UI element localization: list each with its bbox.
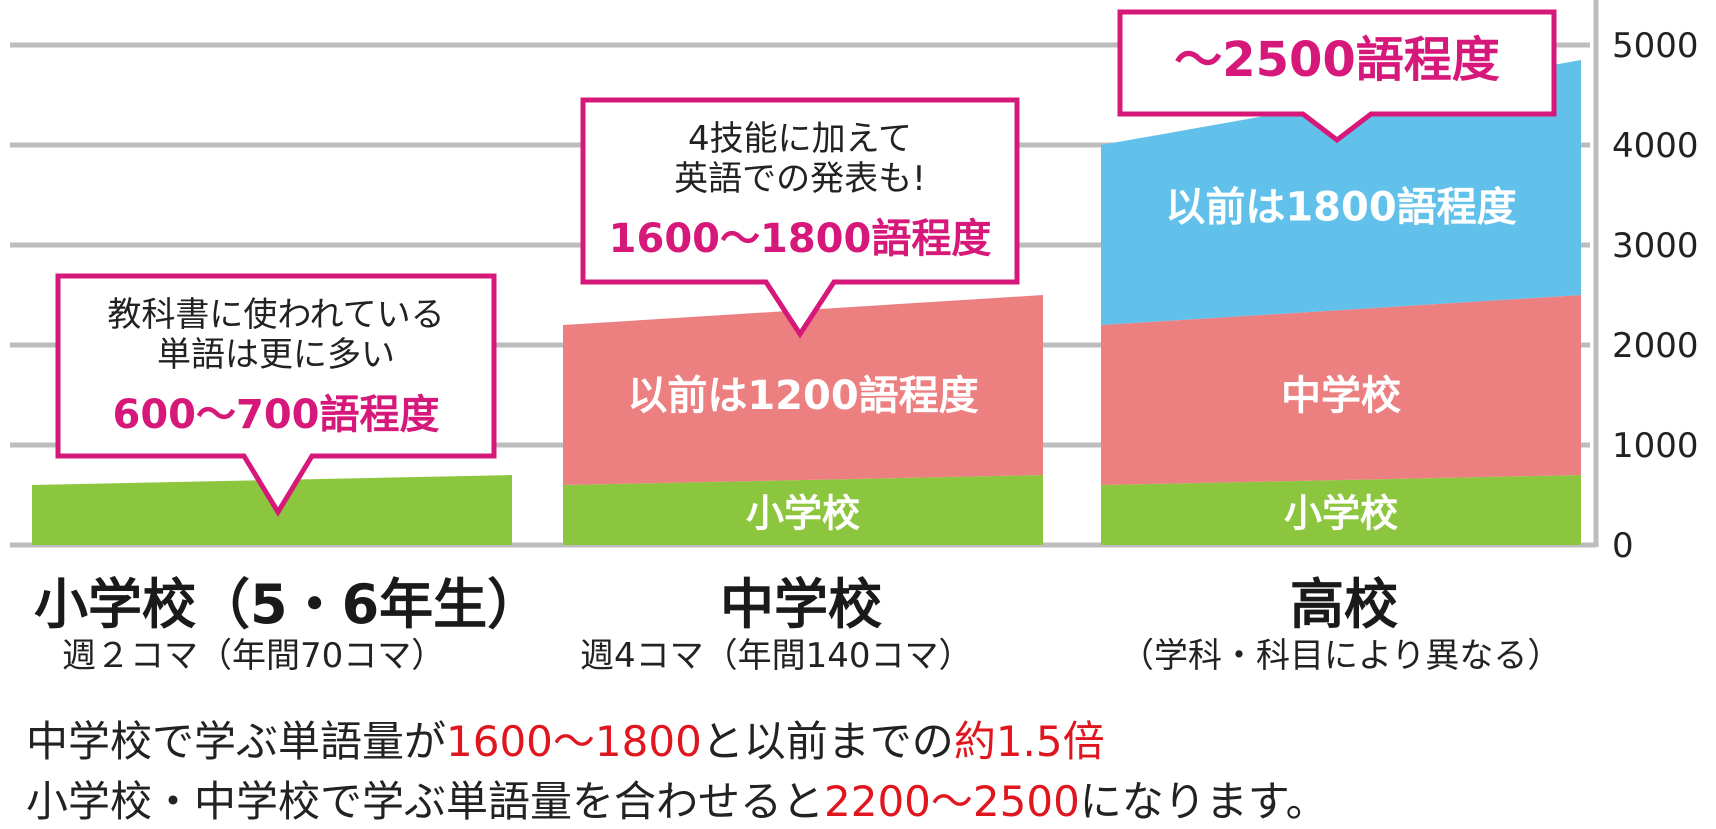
callout-highlight-junior: 1600〜1800語程度 xyxy=(609,216,992,262)
band-label-junior-elementary: 小学校 xyxy=(746,492,860,536)
footnote-1-part-c: と以前までの xyxy=(701,717,954,766)
stage-title-junior: 中学校 xyxy=(720,573,882,636)
stage-title-elementary: 小学校（5・6年生） xyxy=(34,573,542,636)
y-tick-label-4000: 4000 xyxy=(1612,126,1699,166)
band-high-junior xyxy=(1101,295,1581,485)
callout-high xyxy=(1117,9,1557,144)
footnote-1-part-a: 中学校で学ぶ単語量が xyxy=(26,717,447,766)
callout-line-elementary-0: 教科書に使われている xyxy=(107,295,444,335)
y-tick-label-1000: 1000 xyxy=(1612,426,1699,466)
stage-sub-junior: 週4コマ（年間140コマ） xyxy=(580,636,973,676)
callout-elementary xyxy=(55,273,497,517)
band-label-high-elementary: 小学校 xyxy=(1284,492,1398,536)
footnote-2-part-c: になります。 xyxy=(1079,777,1328,826)
callout-line-junior-1: 英語での発表も! xyxy=(674,159,926,199)
callout-junior xyxy=(580,97,1020,339)
word-count-chart: 010002000300040005000小学校以前は1200語程度小学校中学校… xyxy=(10,0,1699,566)
stage-sub-elementary: 週２コマ（年間70コマ） xyxy=(62,636,446,676)
footnote-2-range: 2200〜2500 xyxy=(824,777,1080,826)
stage-sub-high: （学科・科目により異なる） xyxy=(1120,636,1562,676)
callout-line-elementary-1: 単語は更に多い xyxy=(157,335,395,375)
band-label-junior-junior: 以前は1200語程度 xyxy=(627,373,978,419)
footnote-line-2: 小学校・中学校で学ぶ単語量を合わせると2200〜2500になります。 xyxy=(26,768,1328,829)
footnote-1-range: 1600〜1800 xyxy=(446,717,702,766)
band-label-high-junior: 中学校 xyxy=(1281,373,1401,419)
footnote-2-part-a: 小学校・中学校で学ぶ単語量を合わせると xyxy=(26,777,825,826)
band-junior-elementary xyxy=(563,475,1043,545)
y-tick-label-2000: 2000 xyxy=(1612,326,1699,366)
callout-highlight-high: 〜2500語程度 xyxy=(1174,32,1500,88)
band-label-high-high: 以前は1800語程度 xyxy=(1165,184,1516,230)
callout-line-junior-0: 4技能に加えて xyxy=(688,119,912,159)
footnote-1-ratio: 約1.5倍 xyxy=(953,717,1105,766)
y-tick-label-0: 0 xyxy=(1612,526,1634,566)
band-high-elementary xyxy=(1101,475,1581,545)
band-high-high xyxy=(1101,60,1581,325)
y-tick-label-5000: 5000 xyxy=(1612,26,1699,66)
stage-title-high: 高校 xyxy=(1290,573,1398,636)
band-elementary-elementary xyxy=(32,475,512,545)
footnote-line-1: 中学校で学ぶ単語量が1600〜1800と以前までの約1.5倍 xyxy=(26,708,1105,769)
callout-highlight-elementary: 600〜700語程度 xyxy=(113,392,440,438)
y-tick-label-3000: 3000 xyxy=(1612,226,1699,266)
band-junior-junior xyxy=(563,295,1043,485)
